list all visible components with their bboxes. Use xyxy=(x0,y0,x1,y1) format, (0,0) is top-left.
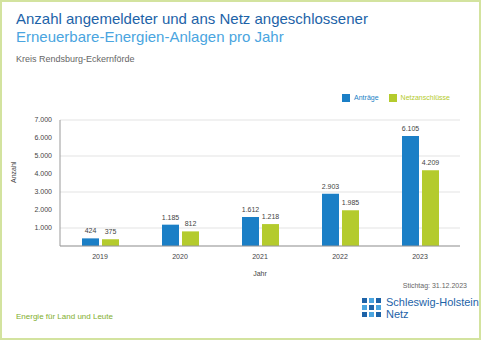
svg-text:2.903: 2.903 xyxy=(322,183,340,190)
html-text:Schleswig-Holstein: Schleswig-Holstein xyxy=(386,296,479,308)
svg-text:2022: 2022 xyxy=(332,253,348,260)
svg-text:6.000: 6.000 xyxy=(34,134,52,141)
svg-text:Anzahl: Anzahl xyxy=(10,161,17,183)
html-text:Stichtag: 31.12.2023: Stichtag: 31.12.2023 xyxy=(402,282,467,289)
svg-text:812: 812 xyxy=(185,220,197,227)
svg-text:424: 424 xyxy=(85,227,97,234)
html-text:Netzanschlüsse: Netzanschlüsse xyxy=(400,94,450,101)
html-text:Anträge: Anträge xyxy=(354,94,379,101)
svg-text:1.185: 1.185 xyxy=(162,214,180,221)
svg-text:1.612: 1.612 xyxy=(242,206,260,213)
svg-text:1.000: 1.000 xyxy=(34,224,52,231)
svg-text:4.209: 4.209 xyxy=(422,159,440,166)
html-text:Anzahl angemeldeter und ans Ne: Anzahl angemeldeter und ans Netz angesch… xyxy=(16,10,368,27)
svg-text:2.000: 2.000 xyxy=(34,206,52,213)
svg-text:4.000: 4.000 xyxy=(34,170,52,177)
svg-text:2019: 2019 xyxy=(92,253,108,260)
svg-text:7.000: 7.000 xyxy=(34,116,52,123)
svg-text:Jahr: Jahr xyxy=(253,270,267,277)
svg-text:1.985: 1.985 xyxy=(342,199,360,206)
svg-text:3.000: 3.000 xyxy=(34,188,52,195)
svg-text:2020: 2020 xyxy=(172,253,188,260)
html-text:Energie für Land und Leute: Energie für Land und Leute xyxy=(16,312,113,321)
svg-text:2023: 2023 xyxy=(412,253,428,260)
svg-text:6.105: 6.105 xyxy=(402,125,420,132)
svg-text:2021: 2021 xyxy=(252,253,268,260)
svg-text:5.000: 5.000 xyxy=(34,152,52,159)
svg-text:375: 375 xyxy=(105,228,117,235)
html-text:Erneuerbare-Energien-Anlagen p: Erneuerbare-Energien-Anlagen pro Jahr xyxy=(16,28,284,45)
html-text:Kreis Rendsburg-Eckernförde: Kreis Rendsburg-Eckernförde xyxy=(16,54,135,64)
html-text:Netz: Netz xyxy=(386,308,409,320)
svg-text:1.218: 1.218 xyxy=(262,213,280,220)
